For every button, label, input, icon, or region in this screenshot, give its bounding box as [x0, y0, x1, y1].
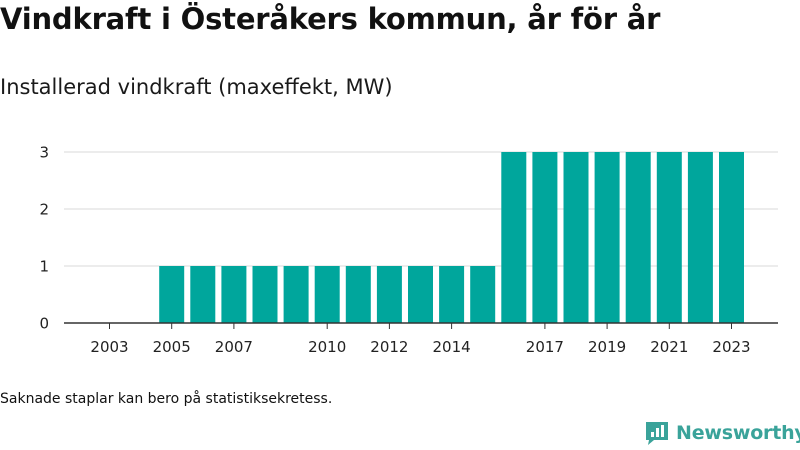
bar-2014 — [439, 266, 465, 323]
chart-subtitle: Installerad vindkraft (maxeffekt, MW) — [0, 75, 393, 99]
x-tick-label: 2012 — [370, 338, 408, 356]
y-axis-ticks: 0 1 2 3 — [39, 144, 49, 333]
bar-2019 — [594, 152, 620, 323]
bar-2018 — [563, 152, 589, 323]
bar-2016 — [501, 152, 527, 323]
bar-2013 — [408, 266, 433, 323]
bar-2007 — [221, 266, 247, 323]
y-tick-label: 3 — [39, 144, 49, 162]
bar-2009 — [283, 266, 309, 323]
footnote: Saknade staplar kan bero på statistiksek… — [0, 391, 333, 407]
bar-2022 — [687, 152, 713, 323]
bar-2008 — [252, 266, 278, 323]
chart-title: Vindkraft i Österåkers kommun, år för år — [0, 2, 661, 36]
x-tick-label: 2021 — [650, 338, 688, 356]
brand-name: Newsworthy — [676, 422, 800, 444]
x-tick-label: 2010 — [308, 338, 346, 356]
x-tick-label: 2005 — [153, 338, 191, 356]
bar-chart-speech-bubble-icon — [646, 422, 668, 445]
bar-2010 — [314, 266, 340, 323]
x-tick-label: 2017 — [526, 338, 564, 356]
y-tick-label: 2 — [39, 201, 49, 219]
bar-2006 — [190, 266, 216, 323]
bar-2015 — [470, 266, 496, 323]
bar-2005 — [159, 266, 185, 323]
x-tick-label: 2003 — [90, 338, 128, 356]
bar-2020 — [625, 152, 651, 323]
bar-2023 — [719, 152, 744, 323]
x-tick-label: 2007 — [215, 338, 253, 356]
bar-2011 — [345, 266, 371, 323]
x-tick-label: 2019 — [588, 338, 626, 356]
y-tick-label: 1 — [39, 258, 49, 276]
bar-2017 — [532, 152, 558, 323]
x-tick-label: 2014 — [433, 338, 471, 356]
x-axis-ticks: 2003 2005 2007 2010 2012 2014 2017 2019 2021 2023 — [90, 323, 751, 356]
newsworthy-logo: Newsworthy — [644, 420, 800, 446]
y-tick-label: 0 — [39, 315, 49, 333]
bar-2012 — [376, 266, 402, 323]
x-tick-label: 2023 — [712, 338, 750, 356]
bar-2021 — [656, 152, 682, 323]
bars — [159, 152, 744, 323]
